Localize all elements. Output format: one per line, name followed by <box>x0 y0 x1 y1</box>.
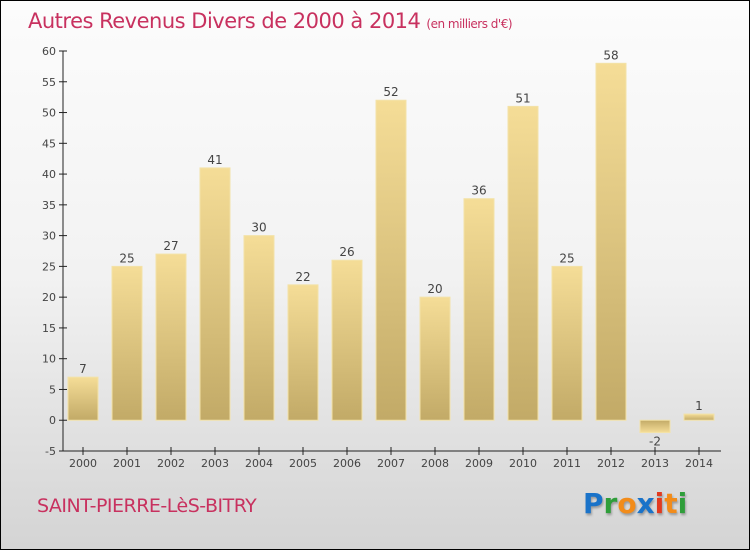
x-tick-label: 2000 <box>69 457 97 470</box>
bar-2001 <box>111 265 143 421</box>
y-tick-label: 25 <box>42 260 56 273</box>
data-label-2004: 30 <box>251 221 266 235</box>
y-tick-label: 35 <box>42 199 56 212</box>
data-label-2006: 26 <box>339 245 354 259</box>
logo-letter: x <box>636 487 655 520</box>
x-tick-label: 2012 <box>597 457 625 470</box>
x-tick-label: 2014 <box>685 457 713 470</box>
x-tick-label: 2006 <box>333 457 361 470</box>
town-name: SAINT-PIERRE-LèS-BITRY <box>37 495 257 517</box>
bar-2009 <box>463 198 495 421</box>
bar-2006 <box>331 259 363 421</box>
x-tick-label: 2008 <box>421 457 449 470</box>
y-tick-label: 50 <box>42 107 56 120</box>
x-tick-label: 2003 <box>201 457 229 470</box>
proxiti-logo[interactable]: Proxiti <box>583 487 687 520</box>
bar-2000 <box>67 376 99 421</box>
data-label-2010: 51 <box>515 91 530 105</box>
y-tick-label: 15 <box>42 322 56 335</box>
logo-letter: i <box>654 487 665 520</box>
x-tick-label: 2013 <box>641 457 669 470</box>
y-tick-label: 60 <box>42 45 56 58</box>
y-tick-label: 20 <box>42 291 56 304</box>
y-tick-label: 0 <box>49 414 56 427</box>
bar-2011 <box>551 265 583 421</box>
y-tick-label: 55 <box>42 76 56 89</box>
title-text: Autres Revenus Divers de 2000 à 2014 <box>28 9 421 33</box>
y-tick-label: 45 <box>42 137 56 150</box>
data-label-2014: 1 <box>695 399 703 413</box>
data-label-2012: 58 <box>603 48 618 62</box>
data-label-2011: 25 <box>559 251 574 265</box>
data-label-2000: 7 <box>79 362 87 376</box>
logo-letter: o <box>617 487 637 520</box>
bar-2002 <box>155 253 187 421</box>
bar-2010 <box>507 105 539 421</box>
data-label-2001: 25 <box>119 251 134 265</box>
y-tick-label: 40 <box>42 168 56 181</box>
bar-2004 <box>243 235 275 421</box>
data-label-2013: -2 <box>649 435 661 449</box>
bar-2003 <box>199 167 231 421</box>
bar-2014 <box>683 413 715 421</box>
bar-2008 <box>419 296 451 421</box>
data-label-2005: 22 <box>295 270 310 284</box>
chart-title: Autres Revenus Divers de 2000 à 2014 (en … <box>28 9 513 33</box>
x-tick-label: 2004 <box>245 457 273 470</box>
logo-letter: t <box>664 487 678 520</box>
bar-2012 <box>595 62 627 421</box>
bar-2013 <box>639 419 671 434</box>
x-tick-label: 2005 <box>289 457 317 470</box>
x-tick-label: 2011 <box>553 457 581 470</box>
y-tick-label: 5 <box>49 383 56 396</box>
x-tick-label: 2009 <box>465 457 493 470</box>
data-label-2002: 27 <box>163 239 178 253</box>
logo-letter: i <box>677 487 688 520</box>
y-tick-label: 10 <box>42 353 56 366</box>
bar-2005 <box>287 284 319 421</box>
data-label-2009: 36 <box>471 184 486 198</box>
y-tick-label: -5 <box>45 445 56 458</box>
bar-2007 <box>375 99 407 421</box>
logo-letter: P <box>583 487 604 520</box>
x-tick-label: 2001 <box>113 457 141 470</box>
data-label-2008: 20 <box>427 282 442 296</box>
x-tick-label: 2002 <box>157 457 185 470</box>
logo-letter: r <box>603 487 618 520</box>
data-label-2007: 52 <box>383 85 398 99</box>
unit-label: (en milliers d'€) <box>426 17 513 31</box>
x-tick-label: 2007 <box>377 457 405 470</box>
y-tick-label: 30 <box>42 230 56 243</box>
data-label-2003: 41 <box>207 153 222 167</box>
x-tick-label: 2010 <box>509 457 537 470</box>
